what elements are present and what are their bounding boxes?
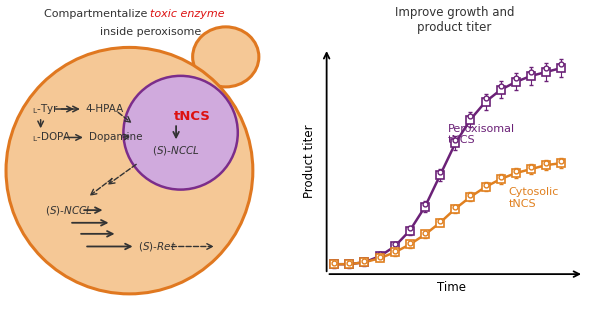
Text: Improve growth and
product titer: Improve growth and product titer xyxy=(395,6,514,34)
Ellipse shape xyxy=(123,76,238,190)
X-axis label: Time: Time xyxy=(437,281,466,294)
Ellipse shape xyxy=(202,36,250,77)
Y-axis label: Product titer: Product titer xyxy=(303,125,316,198)
Text: $_\mathregular{L}$-Tyr: $_\mathregular{L}$-Tyr xyxy=(32,102,58,116)
Text: $(S)$-NCCL: $(S)$-NCCL xyxy=(152,143,200,157)
Text: $(S)$-NCCL: $(S)$-NCCL xyxy=(45,204,93,217)
Text: 4-HPAA: 4-HPAA xyxy=(86,104,124,114)
Text: tNCS: tNCS xyxy=(174,110,211,124)
Text: Dopamine: Dopamine xyxy=(89,132,142,143)
Ellipse shape xyxy=(193,27,259,87)
Text: $(S)$-Ret: $(S)$-Ret xyxy=(138,240,177,253)
Text: Peroxisomal
tNCS: Peroxisomal tNCS xyxy=(448,124,515,145)
Text: Compartmentalize: Compartmentalize xyxy=(43,9,150,20)
Text: toxic enzyme: toxic enzyme xyxy=(150,9,225,20)
Text: $_\mathregular{L}$-DOPA: $_\mathregular{L}$-DOPA xyxy=(32,131,71,144)
Ellipse shape xyxy=(6,47,253,294)
Text: inside peroxisome: inside peroxisome xyxy=(100,27,201,37)
Text: Cytosolic
tNCS: Cytosolic tNCS xyxy=(508,187,559,209)
